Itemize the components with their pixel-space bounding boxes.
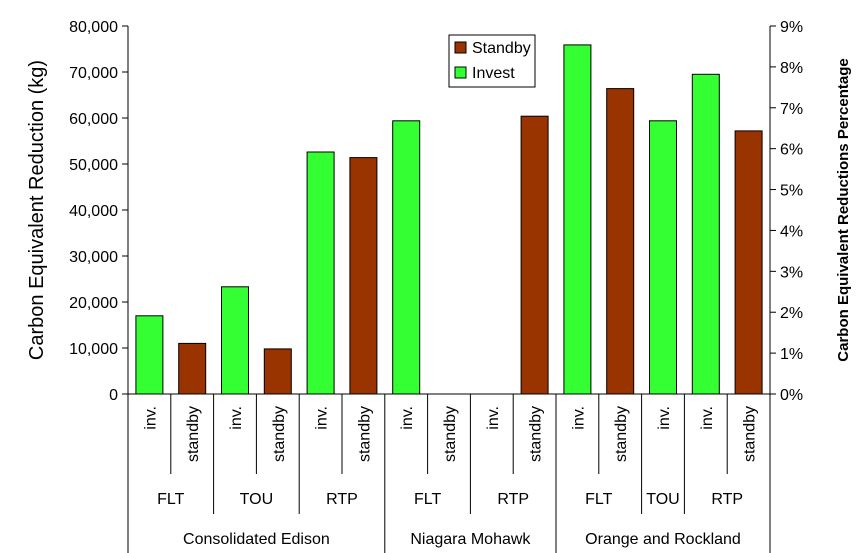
tariff-label: RTP	[326, 491, 358, 508]
bar-standby	[178, 342, 207, 395]
y2-tick-label: 6%	[780, 142, 803, 159]
y2-tick-label: 8%	[780, 60, 803, 77]
bar-invest	[392, 120, 421, 395]
y-tick-label: 0	[109, 387, 118, 404]
bar-invest	[306, 151, 335, 395]
y-tick-label: 40,000	[69, 203, 118, 220]
utility-label: Orange and Rockland	[585, 531, 741, 548]
bar-label: standby	[528, 406, 545, 462]
y-axis-label: Carbon Equivalent Reduction (kg)	[26, 60, 48, 360]
y-tick-label: 80,000	[69, 19, 118, 36]
bar-invest	[221, 286, 249, 395]
bar-label: standby	[271, 406, 288, 462]
bar-label: inv.	[314, 406, 331, 430]
bar-standby	[606, 88, 635, 395]
bar-label: standby	[356, 406, 373, 462]
tariff-label: FLT	[157, 491, 184, 508]
y2-tick-label: 9%	[780, 19, 803, 36]
bar-standby	[263, 348, 292, 395]
bar-invest	[691, 73, 720, 395]
bar-label: inv.	[570, 406, 587, 430]
utility-label: Niagara Mohawk	[410, 531, 531, 548]
bar-label: standby	[185, 406, 202, 462]
tariff-label: FLT	[585, 491, 612, 508]
bar-label: standby	[442, 406, 459, 462]
y2-tick-label: 2%	[780, 305, 803, 322]
tariff-label: FLT	[414, 491, 441, 508]
bar-label: inv.	[399, 406, 416, 430]
legend: Standby Invest	[448, 34, 536, 88]
y2-axis-label: Carbon Equivalent Reductions Percentage	[835, 58, 852, 361]
category-axis-layer: inv. standby inv. standby inv. standby inv. sta…	[127, 394, 771, 553]
y-tick-label: 30,000	[69, 249, 118, 266]
y-tick-label: 70,000	[69, 65, 118, 82]
legend-swatch-standby	[454, 41, 467, 54]
tariff-label: RTP	[497, 491, 529, 508]
bar-standby	[520, 115, 549, 395]
legend-label-invest: Invest	[472, 65, 515, 82]
bar-invest	[563, 44, 592, 395]
y2-tick-label: 1%	[780, 346, 803, 363]
y-tick-label: 50,000	[69, 157, 118, 174]
y-tick-label: 10,000	[69, 341, 118, 358]
y-tick-label: 20,000	[69, 295, 118, 312]
tariff-label: TOU	[240, 491, 273, 508]
y-tick-label: 60,000	[69, 111, 118, 128]
bar-label: inv.	[228, 406, 245, 430]
bar-invest	[649, 120, 677, 395]
bar-standby	[734, 130, 763, 395]
bar-label: inv.	[699, 406, 716, 430]
bar-label: inv.	[656, 406, 673, 430]
bar-label: inv.	[142, 406, 159, 430]
bar-invest	[135, 315, 164, 395]
axes-layer: 0 10,000 20,000 30,000 40,000 50,000 60,000 70,…	[69, 19, 803, 404]
bars-layer	[135, 44, 763, 395]
utility-label: Consolidated Edison	[183, 531, 330, 548]
tariff-label: RTP	[711, 491, 743, 508]
y2-tick-label: 4%	[780, 223, 803, 240]
y2-tick-label: 5%	[780, 183, 803, 200]
y2-tick-label: 3%	[780, 264, 803, 281]
y2-tick-label: 0%	[780, 387, 803, 404]
bar-label: standby	[613, 406, 630, 462]
bar-standby	[349, 157, 378, 395]
tariff-label: TOU	[646, 491, 679, 508]
legend-label-standby: Standby	[472, 40, 531, 57]
legend-swatch-invest	[454, 66, 467, 79]
bar-label: standby	[742, 406, 759, 462]
y2-tick-label: 7%	[780, 101, 803, 118]
bar-label: inv.	[485, 406, 502, 430]
